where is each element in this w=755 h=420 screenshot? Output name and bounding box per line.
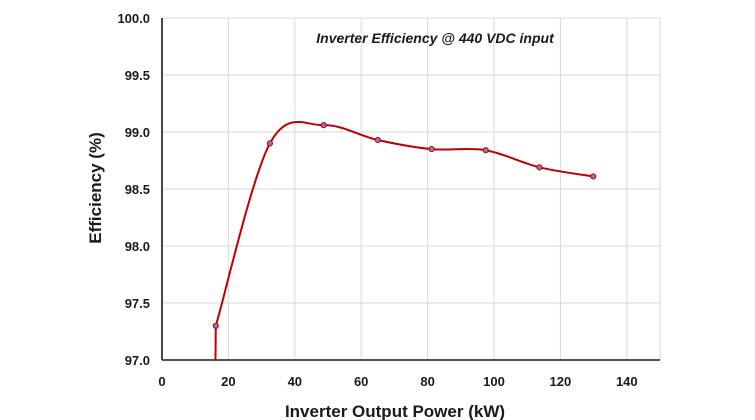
y-axis-title: Efficiency (%) — [86, 132, 105, 243]
data-point — [320, 122, 327, 129]
x-tick-label: 0 — [158, 374, 165, 389]
x-tick-label: 140 — [616, 374, 638, 389]
data-point — [590, 173, 597, 180]
data-point — [266, 140, 273, 147]
axes — [161, 18, 660, 361]
series-layer — [212, 120, 597, 361]
data-point — [536, 164, 543, 171]
grid — [162, 17, 661, 360]
y-tick-label: 97.0 — [125, 353, 150, 368]
y-tick-label: 97.5 — [125, 296, 150, 311]
x-tick-label: 20 — [221, 374, 235, 389]
data-point — [374, 136, 381, 144]
x-axis-title: Inverter Output Power (kW) — [285, 402, 505, 420]
y-tick-label: 98.0 — [125, 239, 150, 254]
x-tick-label: 80 — [420, 374, 434, 389]
tick-labels: 0 20 40 60 80 100 120 140 97.0 97.5 98.0 98.5 99.0 99… — [117, 11, 637, 389]
data-point — [428, 146, 435, 153]
x-tick-label: 60 — [354, 374, 368, 389]
series-line — [214, 120, 594, 327]
data-point — [212, 322, 219, 329]
chart-title: Inverter Efficiency @ 440 VDC input — [316, 30, 555, 46]
y-tick-label: 99.0 — [125, 125, 150, 140]
x-tick-label: 40 — [288, 374, 302, 389]
y-tick-label: 98.5 — [125, 182, 150, 197]
x-tick-label: 120 — [550, 374, 572, 389]
y-tick-label: 100.0 — [117, 11, 150, 26]
data-point — [482, 147, 489, 154]
x-tick-label: 100 — [483, 374, 505, 389]
y-tick-label: 99.5 — [125, 68, 150, 83]
